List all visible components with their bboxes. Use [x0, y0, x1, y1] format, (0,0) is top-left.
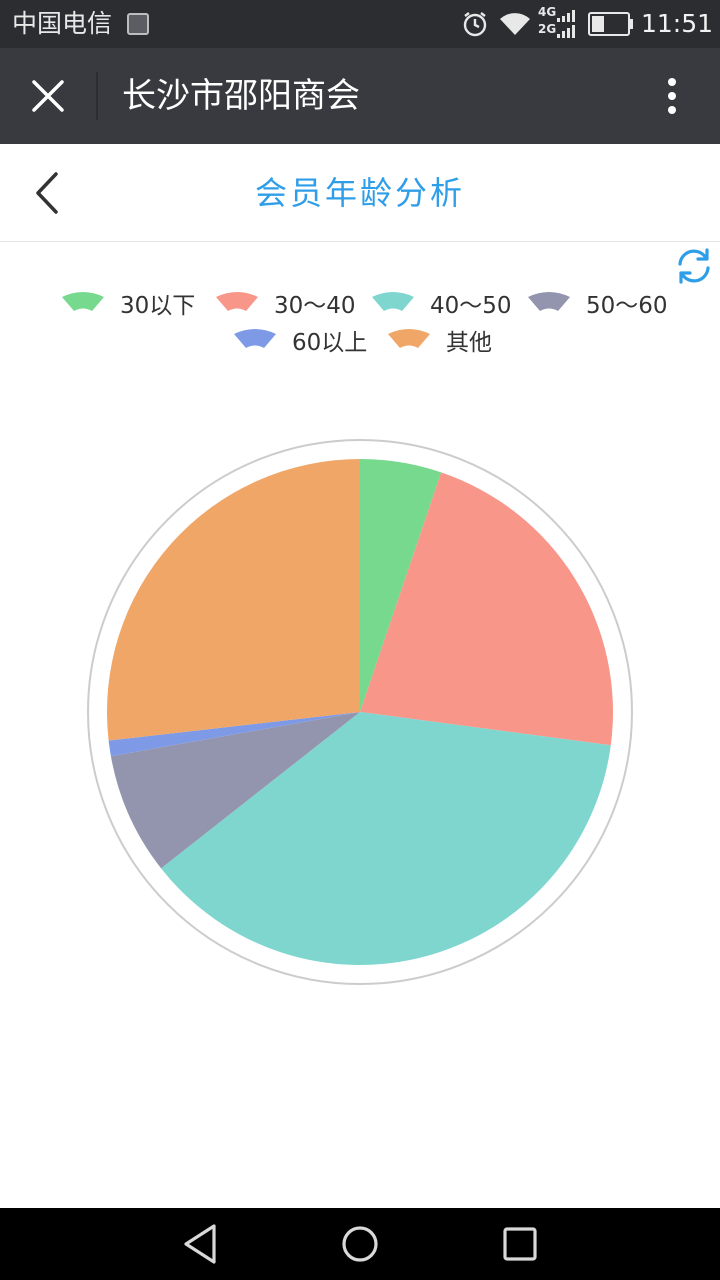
pie-slice-1[interactable] [360, 459, 442, 712]
legend-swatch-icon [528, 292, 570, 311]
more-menu-icon[interactable] [648, 72, 696, 120]
legend-swatch-icon [372, 292, 414, 311]
legend-swatch-icon [234, 329, 276, 348]
legend-item-50-60[interactable]: 50～60 [526, 286, 668, 320]
page-title: 会员年龄分析 [254, 174, 465, 212]
window-title: 长沙市邵阳商会 [122, 76, 360, 116]
legend-label: 60以上 [292, 330, 368, 356]
title-bar: 长沙市邵阳商会 [0, 48, 720, 144]
carrier-name: 中国电信 [12, 9, 113, 38]
status-bar: 中国电信 4G 2G 11:51 [0, 0, 720, 48]
pie-slice-5[interactable] [108, 712, 361, 757]
age-pie-chart [87, 439, 633, 985]
legend-label: 30以下 [120, 293, 196, 319]
pie-slice-2[interactable] [360, 472, 613, 746]
pie-outer-ring [87, 439, 633, 985]
legend-item-under-30[interactable]: 30以下 [60, 286, 195, 320]
legend-item-30-40[interactable]: 30～40 [214, 286, 356, 320]
legend-label: 其他 [446, 330, 492, 356]
signal-icon [557, 10, 575, 38]
alarm-icon [463, 12, 487, 37]
legend-item-40-50[interactable]: 40～50 [370, 286, 512, 320]
wifi-icon [500, 13, 530, 35]
nav-back-icon[interactable] [176, 1220, 224, 1268]
nav-home-icon[interactable] [336, 1220, 384, 1268]
close-icon[interactable] [20, 68, 76, 124]
pie-slice-3[interactable] [161, 712, 611, 966]
legend-item-other[interactable]: 其他 [386, 323, 492, 357]
pie-slices [107, 459, 613, 966]
legend-swatch-icon [62, 292, 104, 311]
battery-icon [588, 12, 633, 36]
clock-time: 11:51 [641, 9, 714, 38]
legend-item-over-60[interactable]: 60以上 [232, 323, 367, 357]
page-header: 会员年龄分析 [0, 144, 720, 242]
legend-swatch-icon [216, 292, 258, 311]
legend-label: 40～50 [430, 293, 512, 319]
legend-label: 50～60 [586, 293, 668, 319]
refresh-icon[interactable] [672, 244, 716, 288]
pie-slice-6[interactable] [107, 459, 360, 741]
back-arrow-icon[interactable] [24, 168, 74, 218]
nav-recents-icon[interactable] [496, 1220, 544, 1268]
navigation-bar [0, 1208, 720, 1280]
pie-slice-4[interactable] [110, 712, 360, 869]
legend-swatch-icon [388, 329, 430, 348]
title-divider [96, 72, 98, 120]
legend-label: 30～40 [274, 293, 356, 319]
image-notification-icon [127, 13, 149, 35]
network-2g-label: 2G [538, 22, 557, 36]
network-4g-label: 4G [538, 5, 557, 19]
